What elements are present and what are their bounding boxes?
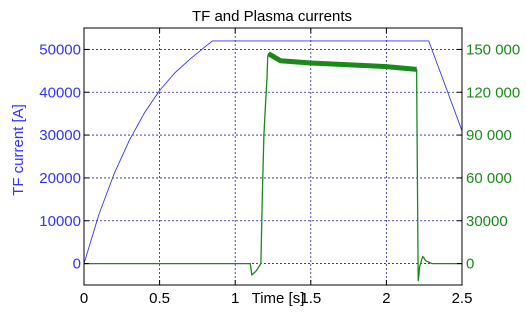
- x-axis-label: Time [s]: [252, 290, 305, 307]
- y-left-tick-label: 10000: [39, 213, 81, 230]
- series-layer: [83, 40, 463, 282]
- x-tick-label: 1.5: [300, 290, 321, 307]
- y-right-tick-label: 120 000: [466, 84, 520, 101]
- x-tick-label: 2.5: [452, 290, 473, 307]
- plot-area-frame: [83, 27, 463, 286]
- y-right-tick-label: 30000: [466, 213, 508, 230]
- y-axis-left-label: TF current [A]: [10, 104, 27, 196]
- x-tick-label: 0.5: [149, 290, 170, 307]
- y-right-tick-label: 0: [466, 256, 474, 273]
- tf-current-line: [83, 40, 463, 264]
- y-left-tick-label: 20000: [39, 170, 81, 187]
- chart-title: TF and Plasma currents: [192, 8, 352, 25]
- x-tick-label: 2: [382, 290, 390, 307]
- y-left-tick-label: 30000: [39, 127, 81, 144]
- y-right-tick-label: 150 000: [466, 41, 520, 58]
- y-left-tick-label: 50000: [39, 41, 81, 58]
- grid: [84, 28, 462, 285]
- y-right-tick-label: 60 000: [466, 170, 512, 187]
- y-left-tick-label: 40000: [39, 84, 81, 101]
- ticks: 0 0.5 1 1.5 2 2.5 0 10000 20000 30000 40000 50000 0 3…: [39, 28, 520, 307]
- plasma-current-line: [84, 53, 462, 282]
- y-right-tick-label: 90 000: [466, 127, 512, 144]
- y-left-tick-label: 0: [73, 256, 81, 273]
- x-tick-label: 1: [231, 290, 239, 307]
- x-tick-label: 0: [80, 290, 88, 307]
- plasma-current-flattop: [267, 51, 417, 72]
